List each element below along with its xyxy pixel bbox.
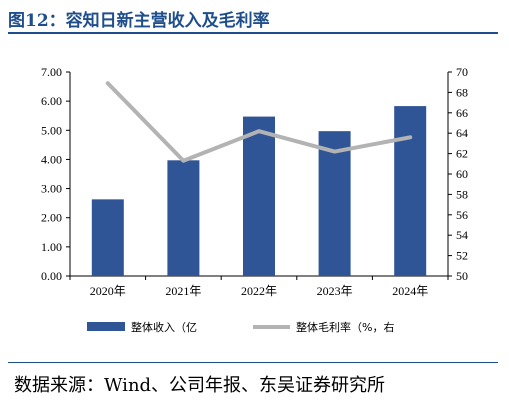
y-right-tick-label: 64 <box>456 126 468 140</box>
y-right-tick-label: 66 <box>456 106 468 120</box>
y-left-tick-label: 6.00 <box>41 94 62 108</box>
chart-title: 图12：容知日新主营收入及毛利率 <box>8 11 270 31</box>
y-right-tick-label: 62 <box>456 147 468 161</box>
y-left-tick-label: 7.00 <box>41 65 62 79</box>
y-left-tick-label: 0.00 <box>41 269 62 283</box>
line-point <box>182 160 184 162</box>
y-right-tick-label: 58 <box>456 187 468 201</box>
y-right-tick-label: 68 <box>456 85 468 99</box>
y-right-tick-label: 52 <box>456 249 468 263</box>
y-right-tick-label: 60 <box>456 167 468 181</box>
bar <box>318 131 351 276</box>
y-left-tick-label: 4.00 <box>41 152 62 166</box>
y-right-tick-label: 70 <box>456 65 468 79</box>
line-point <box>409 136 411 138</box>
line-point <box>107 82 109 84</box>
y-right-tick-label: 54 <box>456 228 468 242</box>
y-left-tick-label: 2.00 <box>41 211 62 225</box>
x-tick-label: 2024年 <box>392 284 428 298</box>
x-tick-label: 2020年 <box>90 284 126 298</box>
bar <box>91 199 124 276</box>
y-left-tick-label: 3.00 <box>41 182 62 196</box>
legend-label-bar: 整体收入（亿 <box>131 320 197 334</box>
y-right-tick-label: 56 <box>456 208 468 222</box>
legend-swatch-bar <box>87 322 125 331</box>
bar <box>394 106 427 277</box>
data-source: 数据来源：Wind、公司年报、东吴证券研究所 <box>14 375 386 396</box>
line-point <box>258 130 260 132</box>
title-divider <box>8 32 498 34</box>
y-left-tick-label: 5.00 <box>41 123 62 137</box>
x-tick-label: 2023年 <box>317 284 353 298</box>
footer-divider <box>8 362 498 363</box>
x-tick-label: 2022年 <box>241 284 277 298</box>
bar <box>167 160 200 276</box>
y-right-tick-label: 50 <box>456 269 468 283</box>
legend-label-line: 整体毛利率（%，右 <box>296 320 394 334</box>
x-tick-label: 2021年 <box>165 284 201 298</box>
line-point <box>334 151 336 153</box>
bar <box>243 116 275 277</box>
y-left-tick-label: 1.00 <box>41 240 62 254</box>
